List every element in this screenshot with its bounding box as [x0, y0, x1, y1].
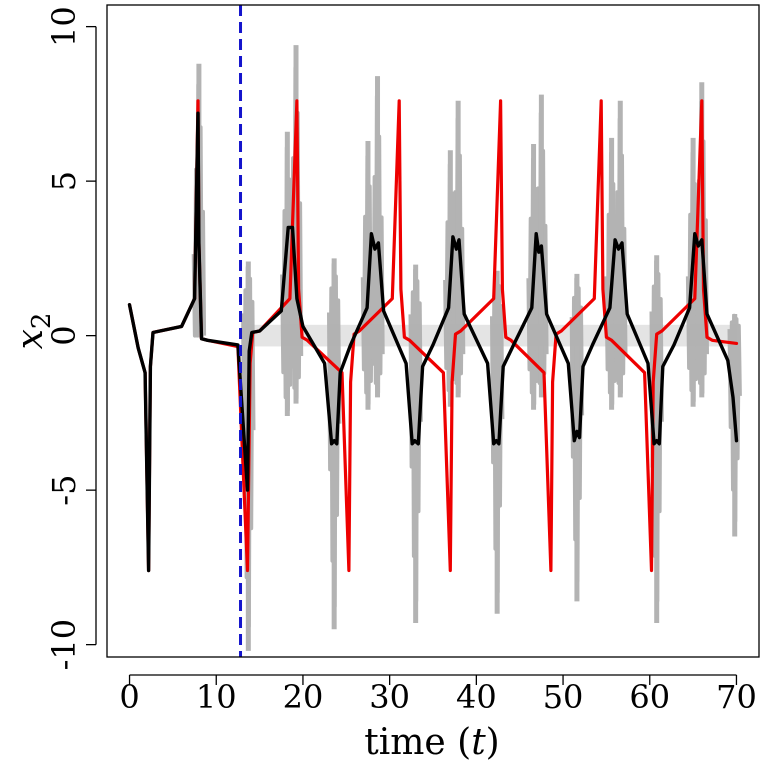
series-lines	[127, 99, 739, 573]
x-tick-label-2: 20	[283, 678, 324, 716]
x-tick-label-7: 70	[716, 678, 757, 716]
series-estimate	[127, 111, 739, 573]
x-axis-label: time (t)	[364, 722, 499, 763]
y-tick-label-3: 5	[45, 171, 83, 191]
x-tick-label-1: 10	[196, 678, 237, 716]
plot-frame	[106, 4, 760, 658]
y-tick-label-2: 0	[45, 325, 83, 345]
x-axis: 0 10 20 30 40 50 60 70	[119, 674, 757, 716]
y-tick-label-1: -5	[45, 475, 83, 506]
x-tick-label-0: 0	[119, 678, 139, 716]
x-tick-label-6: 60	[629, 678, 670, 716]
y-tick-label-0: -10	[45, 619, 83, 671]
x-tick-label-4: 40	[456, 678, 497, 716]
x-tick-label-3: 30	[369, 678, 410, 716]
y-tick-label-4: 10	[45, 6, 83, 47]
x-tick-label-5: 50	[543, 678, 584, 716]
y-axis-label: x2	[10, 313, 57, 350]
y-axis: -10 -5 0 5 10	[45, 6, 97, 671]
